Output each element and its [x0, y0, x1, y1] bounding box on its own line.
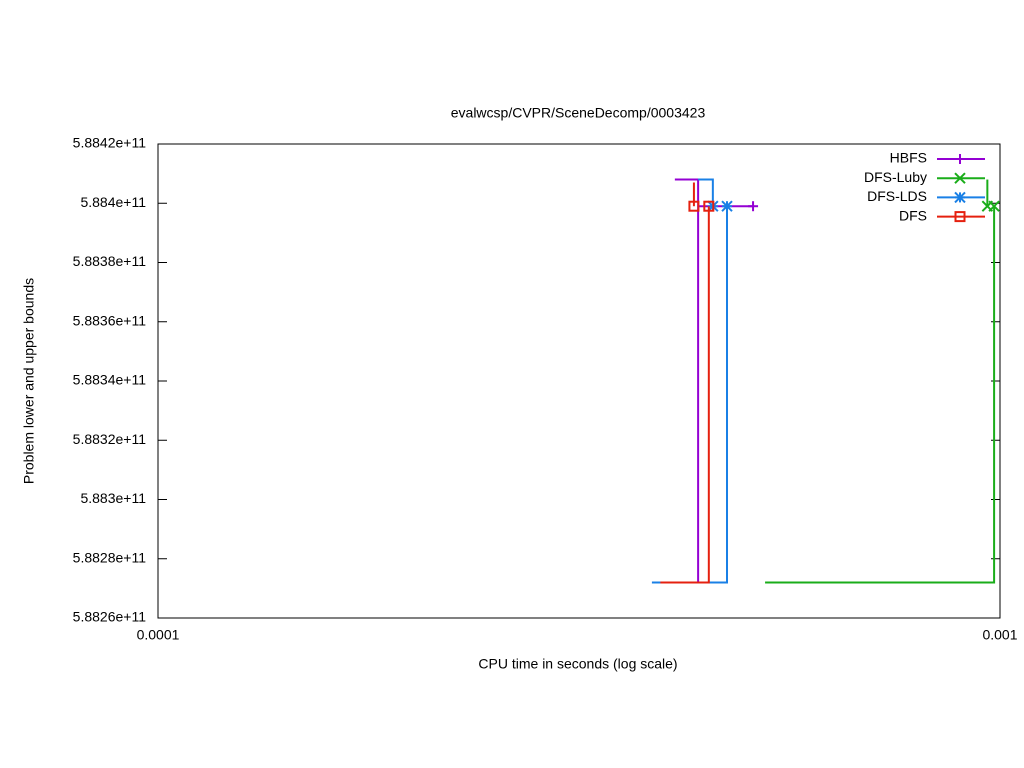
marker-stroke [954, 211, 966, 223]
y-tick-label: 5.8836e+11 [73, 312, 147, 328]
legend-label: DFS-Luby [864, 169, 927, 185]
marker [954, 172, 966, 184]
marker-stroke [688, 200, 700, 212]
y-tick-label: 5.8826e+11 [73, 609, 147, 625]
y-tick-label: 5.8838e+11 [73, 253, 147, 269]
x-axis-label: CPU time in seconds (log scale) [478, 656, 677, 672]
plot-frame [157, 143, 1001, 619]
legend-label: DFS [899, 207, 927, 223]
y-tick-label: 5.8842e+11 [73, 135, 147, 151]
marker [703, 200, 715, 212]
y-tick-label: 5.8834e+11 [73, 372, 147, 388]
series-line [765, 206, 996, 584]
marker [748, 201, 759, 212]
marker [688, 200, 700, 212]
marker [955, 154, 965, 164]
marker-stroke [721, 200, 733, 212]
y-tick-label: 5.8828e+11 [73, 549, 147, 565]
series-line [660, 206, 710, 584]
marker-stroke [988, 200, 1000, 212]
marker-stroke [703, 200, 715, 212]
x-tick-label: 0.0001 [137, 627, 180, 643]
marker [954, 211, 966, 223]
x-tick-label: 0.001 [982, 627, 1017, 643]
series-line [698, 178, 714, 207]
marker [721, 200, 733, 212]
marker [954, 191, 966, 204]
marker-stroke [954, 191, 966, 204]
y-tick-label: 5.8832e+11 [73, 431, 147, 447]
y-axis-label: Problem lower and upper bounds [21, 278, 37, 484]
legend-label: HBFS [890, 150, 927, 166]
y-tick-label: 5.883e+11 [80, 490, 146, 506]
marker-stroke [954, 172, 966, 184]
y-tick-label: 5.884e+11 [80, 194, 146, 210]
legend-label: DFS-LDS [867, 188, 927, 204]
series-line [651, 206, 729, 584]
series-line [674, 178, 754, 583]
marker [988, 200, 1000, 212]
chart-title: evalwcsp/CVPR/SceneDecomp/0003423 [451, 105, 706, 121]
